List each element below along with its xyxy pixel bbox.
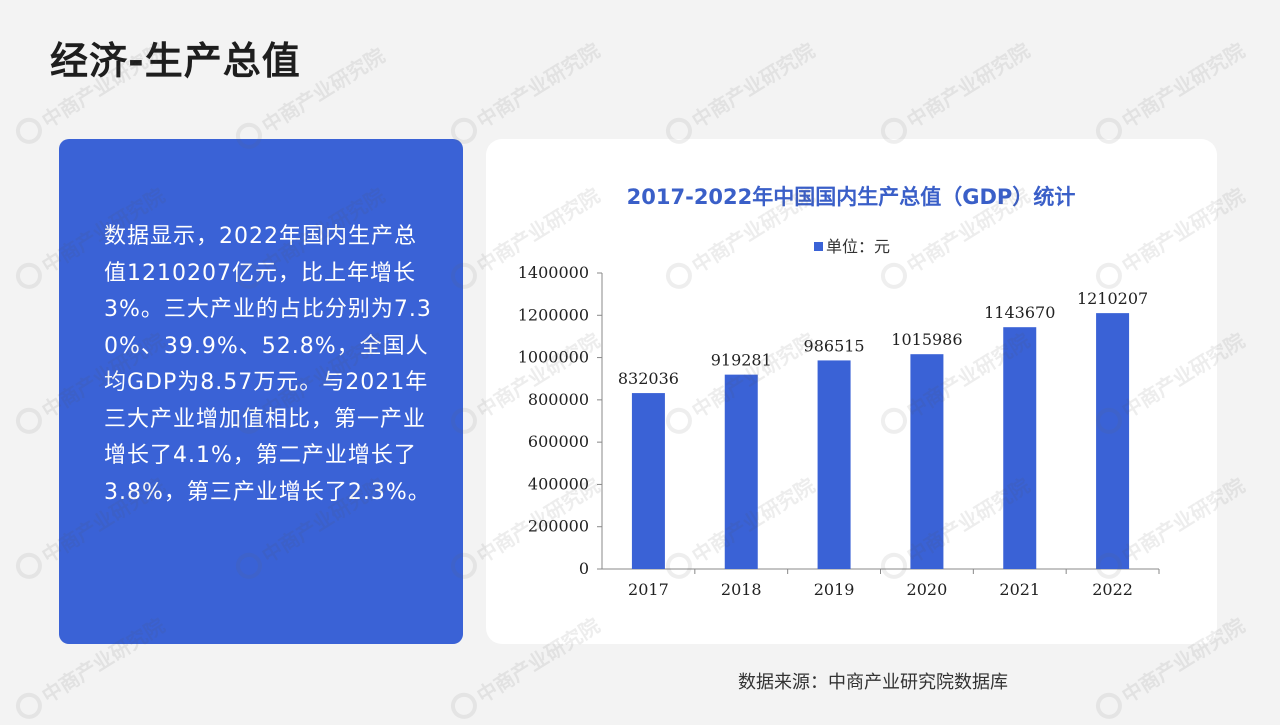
watermark-logo-icon	[445, 687, 482, 724]
x-tick-label-2017: 2017	[628, 580, 669, 599]
bar-2018	[724, 374, 758, 569]
y-tick-label: 200000	[528, 517, 589, 536]
y-tick-label: 800000	[528, 390, 589, 409]
x-tick-label-2019: 2019	[814, 580, 855, 599]
y-tick-label: 1200000	[518, 305, 589, 324]
data-label-2022: 1210207	[1077, 289, 1148, 308]
x-tick-label-2018: 2018	[721, 580, 762, 599]
y-tick-label: 0	[579, 559, 589, 578]
y-tick-label: 600000	[528, 432, 589, 451]
watermark-logo-icon	[1090, 687, 1127, 724]
bar-2019	[817, 360, 851, 569]
y-tick-label: 400000	[528, 474, 589, 493]
bar-2020	[910, 354, 944, 569]
summary-text: 数据显示，2022年国内生产总值1210207亿元，比上年增长3%。三大产业的占…	[104, 224, 432, 505]
chart-card: 2017-2022年中国国内生产总值（GDP）统计单位：元 0 200000 4000…	[486, 139, 1217, 644]
watermark: 中商产业研究院	[1090, 35, 1250, 150]
bar-2021	[1003, 327, 1037, 569]
watermark-logo-icon	[10, 547, 47, 584]
watermark-text: 中商产业研究院	[1117, 38, 1250, 133]
x-tick-label-2021: 2021	[999, 580, 1040, 599]
watermark: 中商产业研究院	[660, 35, 820, 150]
legend-label: 单位：元	[826, 237, 890, 256]
watermark-logo-icon	[10, 257, 47, 294]
page-title: 经济-生产总值	[50, 39, 301, 83]
y-tick-label: 1000000	[518, 348, 589, 367]
watermark: 中商产业研究院	[875, 35, 1035, 150]
watermark-text: 中商产业研究院	[902, 38, 1035, 133]
data-label-2019: 986515	[804, 336, 865, 355]
bar-2017	[631, 393, 665, 569]
watermark: 中商产业研究院	[445, 35, 605, 150]
watermark-text: 中商产业研究院	[472, 38, 605, 133]
watermark-logo-icon	[10, 112, 47, 149]
x-tick-label-2020: 2020	[907, 580, 948, 599]
data-label-2020: 1015986	[891, 330, 962, 349]
x-tick-label-2022: 2022	[1092, 580, 1133, 599]
y-tick-label: 1400000	[518, 263, 589, 282]
watermark-logo-icon	[10, 687, 47, 724]
data-label-2021: 1143670	[984, 303, 1055, 322]
data-label-2018: 919281	[711, 351, 772, 370]
summary-panel: 数据显示，2022年国内生产总值1210207亿元，比上年增长3%。三大产业的占…	[59, 139, 463, 644]
chart-title: 2017-2022年中国国内生产总值（GDP）统计	[627, 185, 1076, 209]
watermark-text: 中商产业研究院	[687, 38, 820, 133]
legend-swatch	[814, 242, 823, 251]
data-label-2017: 832036	[618, 369, 679, 388]
data-source-note: 数据来源：中商产业研究院数据库	[738, 672, 1008, 693]
watermark-logo-icon	[10, 402, 47, 439]
bar-2022	[1096, 313, 1130, 569]
